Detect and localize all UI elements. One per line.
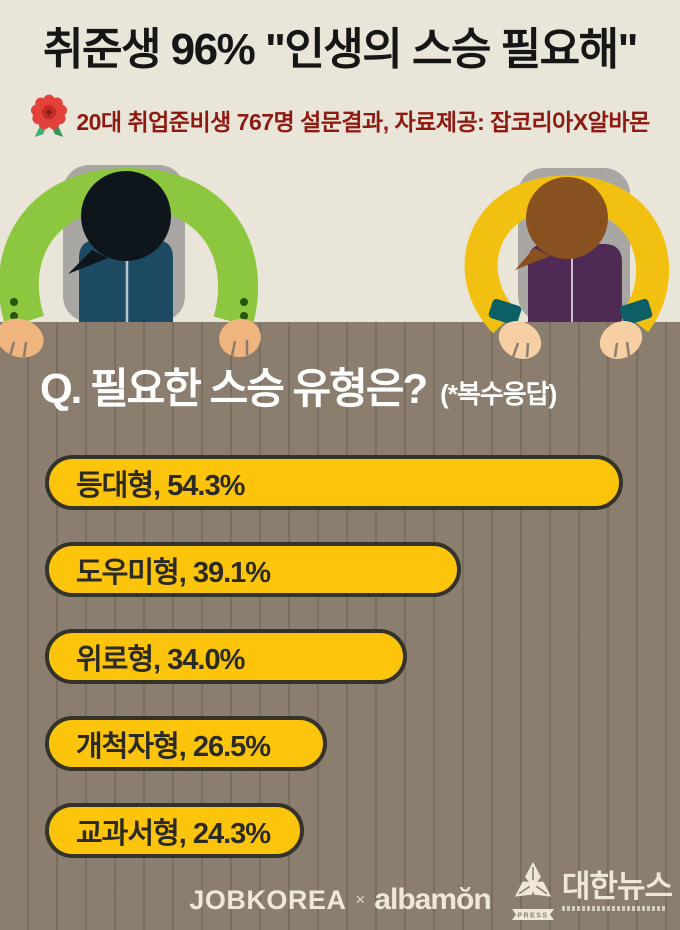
chart-bar-label: 개척자형, 26.5% [76,730,271,763]
jobkorea-logo: JOBKOREA [189,884,347,915]
daehan-news-logo: PRESS 대한뉴스 [509,860,673,922]
press-emblem-icon: PRESS [511,862,554,920]
chart-bar: 위로형, 34.0% [45,629,407,684]
question-row: Q. 필요한 스승 유형은? (*복수응답) [40,355,557,416]
teal-cuff-left [488,298,522,326]
question-note: (*복수응답) [440,379,557,409]
rosette-icon [30,94,68,145]
right-hand [219,318,261,358]
chart-bar-label: 도우미형, 39.1% [76,556,271,589]
chart-bar: 도우미형, 39.1% [45,542,461,597]
brown-hair-head [526,177,608,259]
press-label: PRESS [517,913,548,920]
purple-jacket-body [528,244,622,322]
chart-bar: 등대형, 54.3% [45,455,623,510]
logo-separator-x: × [355,890,366,909]
chart-bar-label: 위로형, 34.0% [76,643,245,676]
chart-bars: 등대형, 54.3% 도우미형, 39.1% 위로형, 34.0% 개척자형, 26.… [45,455,623,890]
albamon-logo: albamŏn [374,883,491,916]
left-hand [498,321,542,359]
teal-cuff-right [619,298,653,326]
chart-bar: 교과서형, 24.3% [45,803,304,858]
page-title: 취준생 96% "인생의 스승 필요해" [43,25,638,74]
chart-bar: 개척자형, 26.5% [45,716,327,771]
black-hair-head [81,171,171,261]
news-name: 대한뉴스 [561,868,673,904]
chart-bar-label: 등대형, 54.3% [76,469,245,502]
question-title: Q. 필요한 스승 유형은? [40,365,428,412]
bowing-person-right-illustration [464,168,670,359]
subtitle-row: 20대 취업준비생 767명 설문결과, 자료제공: 잡코리아X알바몬 [0,94,680,145]
brand-logos: JOBKOREA × albamŏn [0,880,680,920]
chart-bar-label: 교과서형, 24.3% [76,817,271,850]
page-subtitle: 20대 취업준비생 767명 설문결과, 자료제공: 잡코리아X알바몬 [76,108,650,135]
bowing-person-left-illustration [0,165,261,358]
left-hand [0,318,44,358]
news-logo-tagline [561,906,666,912]
right-hand [599,321,643,359]
